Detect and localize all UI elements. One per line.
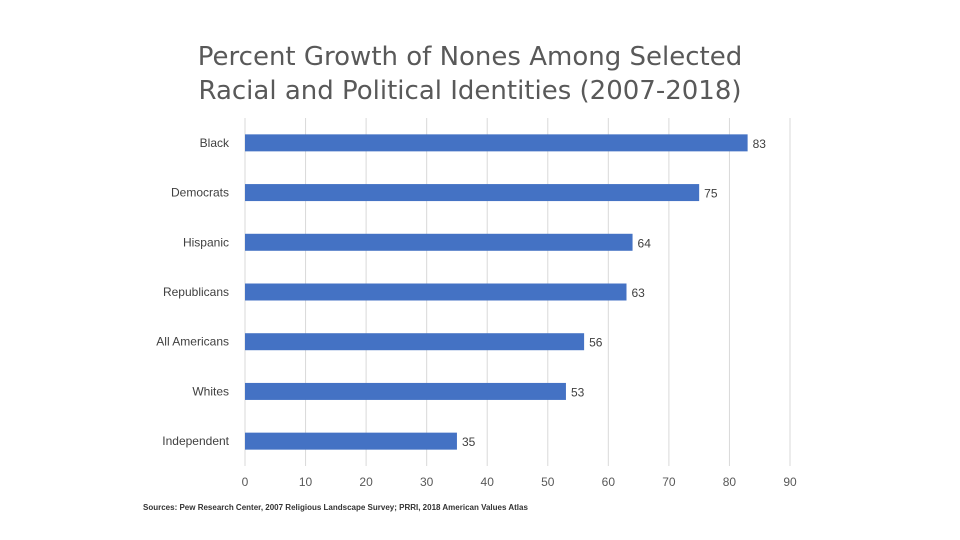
data-label: 83 [753,137,767,151]
category-label: All Americans [156,335,229,349]
category-label: Hispanic [183,235,229,249]
data-label: 75 [704,187,718,201]
chart-title-line-2: Racial and Political Identities (2007-20… [198,76,742,106]
bar [245,382,566,400]
bar [245,184,700,202]
bar [245,233,633,251]
data-label: 64 [638,236,652,250]
data-label: 35 [462,435,476,449]
x-tick-label: 50 [541,475,555,489]
bar [245,283,627,301]
x-tick-label: 70 [662,475,676,489]
x-tick-label: 10 [299,475,313,489]
data-label: 53 [571,385,585,399]
category-label: Black [200,136,230,150]
chart-title: Percent Growth of Nones Among Selected R… [0,40,940,108]
x-tick-label: 40 [481,475,495,489]
x-tick-label: 20 [359,475,373,489]
x-tick-label: 60 [602,475,616,489]
category-label: Democrats [171,186,229,200]
bar [245,432,457,450]
bar [245,134,748,152]
data-label: 56 [589,336,603,350]
category-label: Whites [192,384,229,398]
category-label: Independent [162,434,229,448]
x-tick-label: 80 [723,475,737,489]
x-tick-label: 90 [783,475,797,489]
x-tick-label: 0 [242,475,249,489]
category-label: Republicans [163,285,229,299]
sources-note: Sources: Pew Research Center, 2007 Relig… [143,503,528,512]
bar [245,333,585,351]
chart-title-line-1: Percent Growth of Nones Among Selected [197,42,743,72]
data-label: 63 [632,286,646,300]
x-tick-label: 30 [420,475,434,489]
